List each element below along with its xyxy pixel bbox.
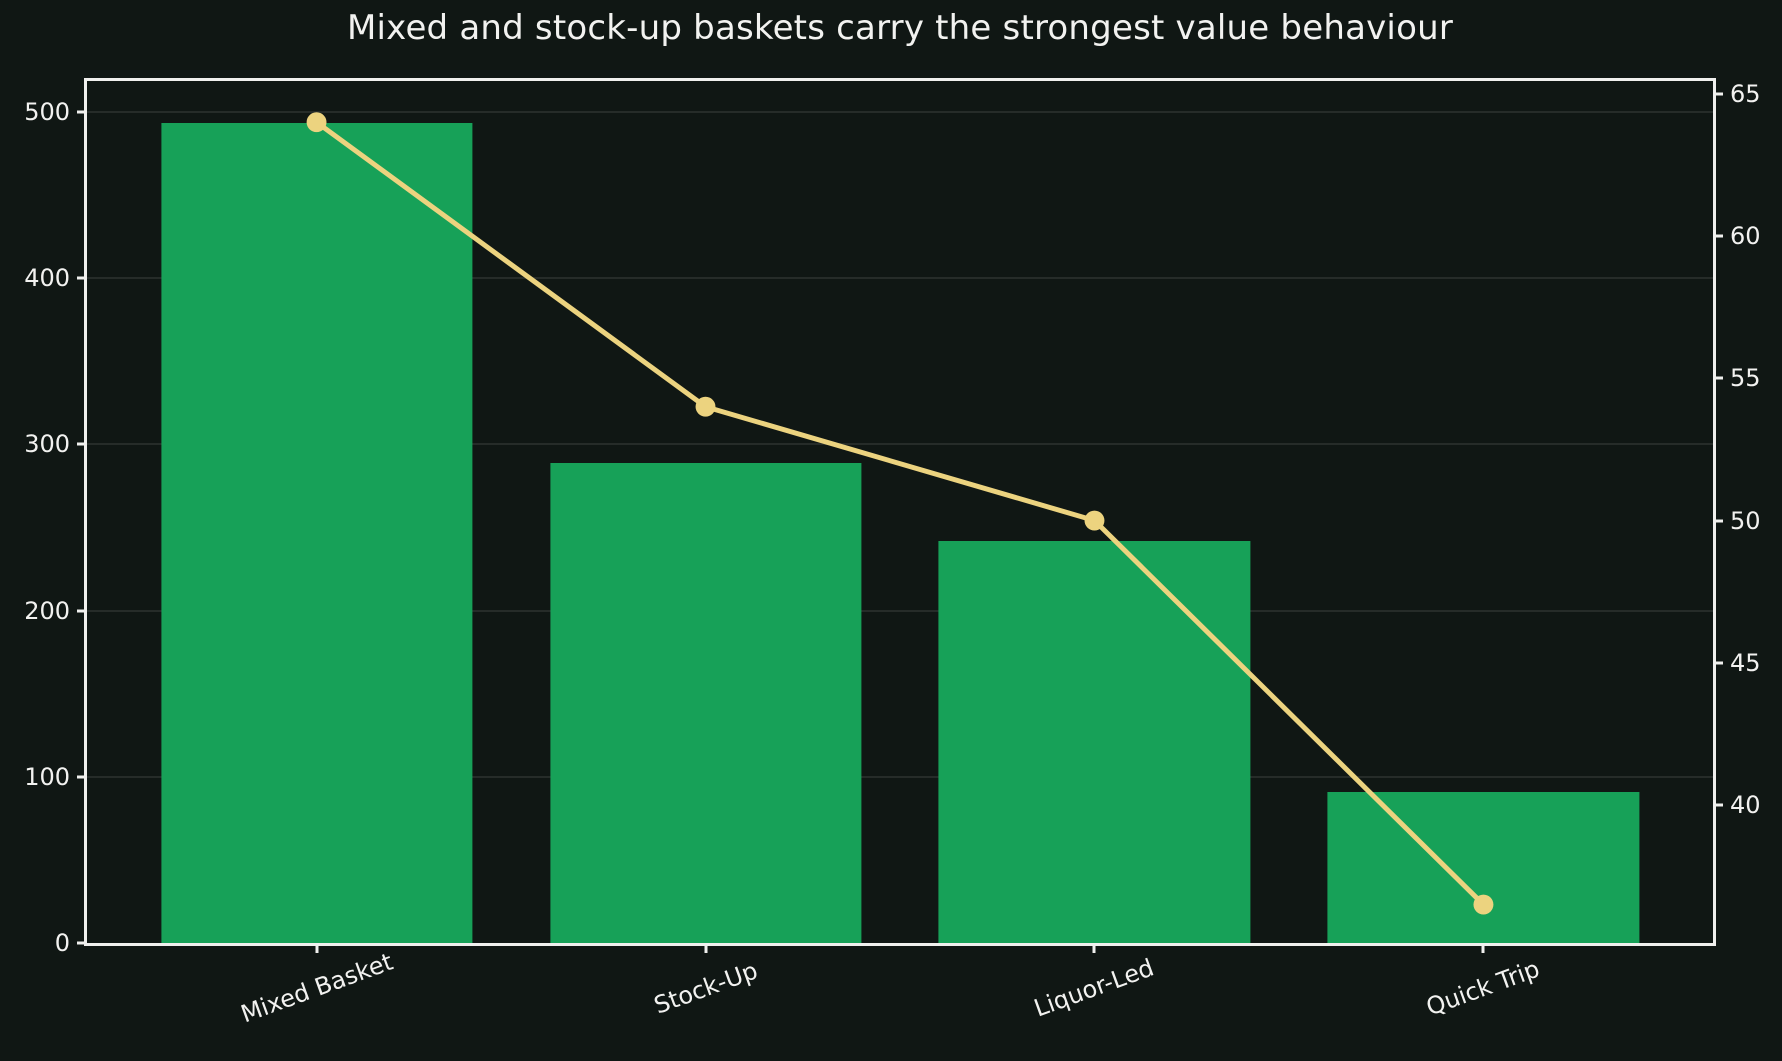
line-marker-stock-up <box>695 396 716 417</box>
x-axis-tick-label-text: Stock-Up <box>649 956 761 1020</box>
right-axis-tick-label-55: 55 <box>1730 364 1761 393</box>
x-axis-tick-mixed-basket <box>315 943 318 953</box>
right-axis-tick-55 <box>1713 376 1723 380</box>
right-axis-tick-label-60: 60 <box>1730 222 1761 251</box>
gridline-300 <box>87 443 1713 446</box>
gridline-200 <box>87 609 1713 612</box>
left-axis-tick-400 <box>77 276 87 280</box>
value-line-layer <box>306 112 1494 915</box>
plot-area: 0 100 200 300 400 500 40 45 50 55 60 65 Mixed Basket… <box>24 78 1761 1028</box>
bar-stock-up <box>549 462 862 943</box>
left-axis-tick-500 <box>77 110 87 114</box>
x-axis-tick-liquor-led <box>1092 943 1096 953</box>
left-axis-tick-200 <box>77 609 87 612</box>
left-axis-tick-300 <box>77 442 87 446</box>
bar-mixed-basket <box>160 123 473 943</box>
bar-liquor-led <box>938 540 1251 943</box>
right-axis-tick-label-45: 45 <box>1730 648 1761 677</box>
right-axis-tick-label-50: 50 <box>1730 506 1761 535</box>
x-axis-tick-stock-up <box>704 943 707 953</box>
left-axis-tick-0 <box>77 941 87 945</box>
right-axis-tick-40 <box>1713 803 1723 807</box>
right-axis-tick-label-40: 40 <box>1730 791 1761 820</box>
value-line <box>314 119 1486 908</box>
line-marker-mixed-basket <box>306 112 327 133</box>
gridline-500 <box>87 110 1713 113</box>
left-axis-tick-100 <box>77 775 87 779</box>
left-axis-tick-label-100: 100 <box>24 762 70 791</box>
left-axis-tick-label-300: 300 <box>24 430 70 459</box>
chart-title: Mixed and stock-up baskets carry the str… <box>346 8 1453 48</box>
line-marker-liquor-led <box>1084 510 1105 531</box>
left-axis-tick-label-200: 200 <box>24 596 70 625</box>
left-axis-tick-label-0: 0 <box>54 929 70 957</box>
gridline-400 <box>87 277 1713 279</box>
x-axis-tick-quick-trip <box>1481 943 1485 953</box>
right-axis-tick-50 <box>1713 519 1723 523</box>
gridline-100 <box>87 775 1713 778</box>
right-axis-tick-65 <box>1713 92 1723 96</box>
right-axis-tick-60 <box>1713 234 1723 238</box>
left-axis-tick-label-500: 500 <box>24 97 70 126</box>
x-axis-tick-label-text: Mixed Basket <box>236 947 397 1029</box>
line-marker-quick-trip <box>1473 894 1494 915</box>
x-axis-tick-label-text: Liquor-Led <box>1030 953 1158 1023</box>
right-axis-tick-label-65: 65 <box>1730 79 1761 108</box>
x-axis-tick-label-text: Quick Trip <box>1422 954 1544 1022</box>
left-axis-tick-label-400: 400 <box>24 264 70 292</box>
right-axis-tick-45 <box>1713 661 1723 665</box>
bar-quick-trip <box>1327 791 1640 943</box>
